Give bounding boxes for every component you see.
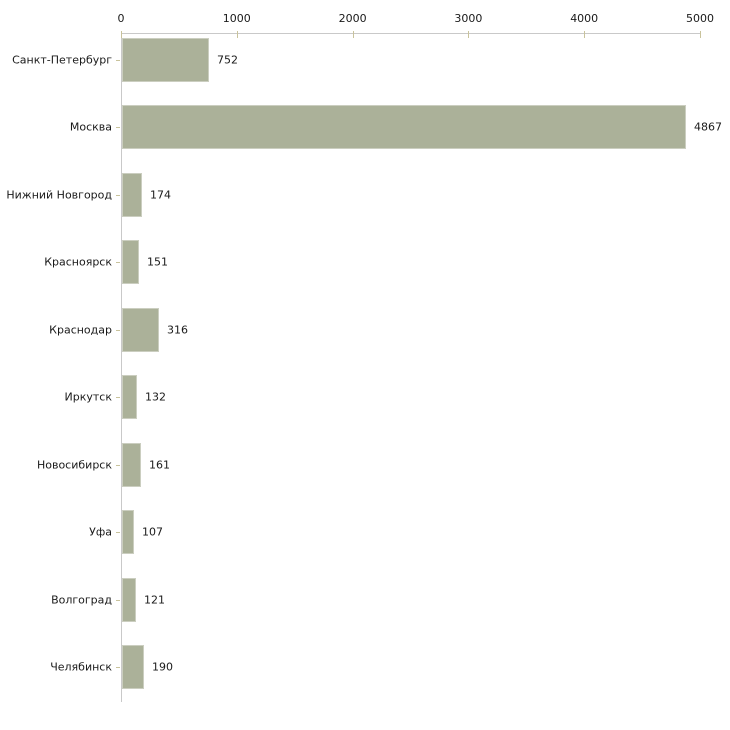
category-label: Новосибирск: [36, 458, 112, 471]
category-label: Челябинск: [50, 660, 112, 674]
x-tick-mark: [352, 31, 354, 38]
x-tick-label: 5000: [686, 12, 714, 25]
y-tick-mark: [116, 532, 120, 533]
value-label: 316: [167, 323, 188, 336]
bar-3: [122, 173, 142, 217]
category-label: Иркутск: [64, 390, 112, 404]
category-label: Краснодар: [49, 323, 112, 336]
bar-4: [122, 240, 139, 284]
value-label: 174: [150, 188, 171, 201]
value-label: 121: [144, 593, 165, 606]
category-label: Санкт-Петербург: [12, 53, 112, 66]
category-label: Волгоград: [51, 593, 112, 606]
y-tick-mark: [116, 60, 120, 61]
x-tick-mark: [584, 31, 586, 38]
x-tick-label: 2000: [338, 12, 367, 25]
bar-9: [122, 578, 136, 622]
value-label: 190: [152, 660, 173, 674]
y-tick-mark: [116, 397, 120, 398]
category-label: Москва: [69, 120, 112, 134]
x-tick-mark: [468, 31, 470, 38]
category-label: Уфа: [89, 525, 112, 539]
x-tick-mark: [236, 31, 238, 38]
value-label: 161: [149, 458, 170, 471]
y-tick-mark: [116, 465, 120, 466]
value-label: 132: [145, 390, 166, 404]
bar-8: [122, 510, 134, 554]
bar-5: [122, 308, 159, 352]
bar-7: [122, 443, 141, 487]
bar-1: [122, 38, 209, 82]
y-axis-line: [121, 33, 122, 702]
x-tick-label: 1000: [222, 12, 251, 25]
y-tick-mark: [116, 330, 120, 331]
x-axis-line: [121, 33, 700, 34]
bar-10: [122, 645, 144, 689]
value-label: 752: [217, 53, 238, 66]
x-tick-mark: [700, 31, 701, 38]
x-tick-label: 4000: [570, 12, 599, 25]
x-tick-label: 3000: [454, 12, 483, 25]
y-tick-mark: [116, 195, 120, 196]
x-tick-mark: [121, 31, 122, 38]
category-label: Красноярск: [44, 255, 112, 269]
y-tick-mark: [116, 667, 120, 668]
x-tick-label: 0: [117, 12, 125, 25]
y-tick-mark: [116, 600, 120, 601]
value-label: 4867: [694, 120, 722, 134]
value-label: 107: [142, 525, 163, 539]
bar-2: [122, 105, 686, 149]
y-tick-mark: [116, 127, 120, 128]
y-tick-mark: [116, 262, 120, 263]
value-label: 151: [147, 255, 168, 269]
category-label: Нижний Новгород: [6, 188, 112, 201]
bar-6: [122, 375, 137, 419]
